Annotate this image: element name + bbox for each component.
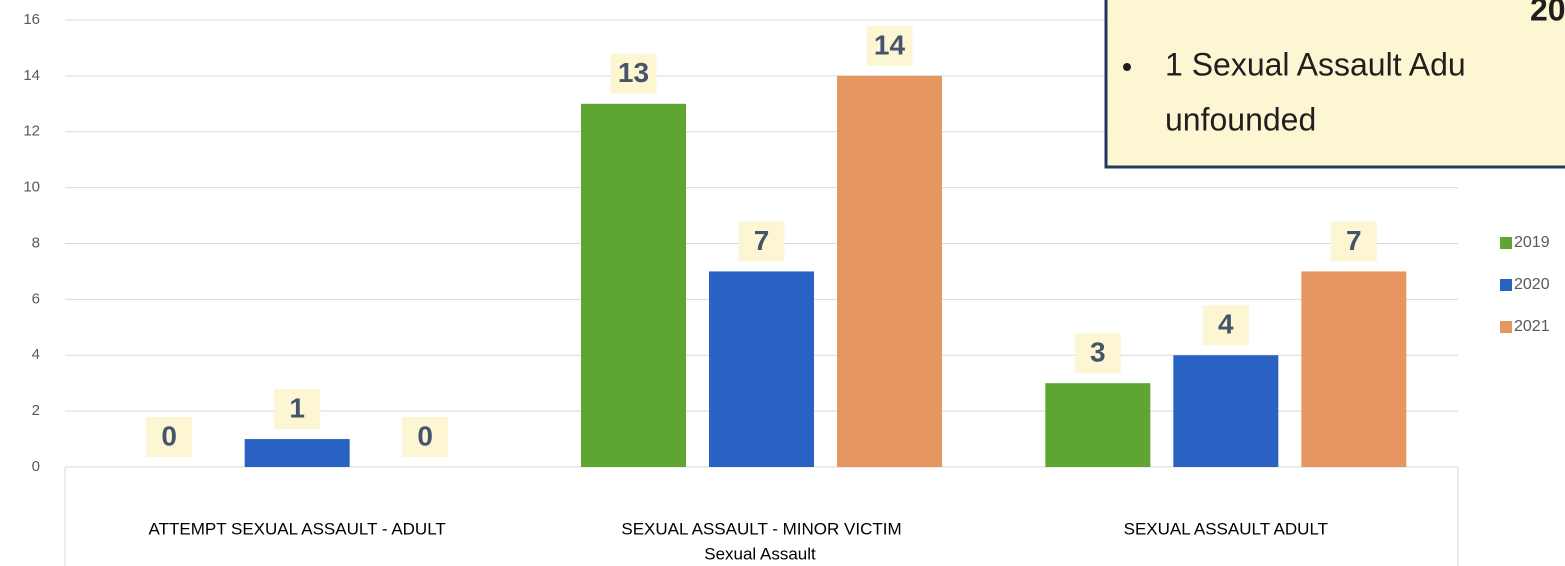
data-label-bg <box>402 417 449 457</box>
legend-swatch <box>1500 237 1512 249</box>
bar <box>1045 383 1151 467</box>
annotation-heading: 20 <box>1530 0 1565 27</box>
bar <box>1301 271 1407 467</box>
data-label: 13 <box>618 57 649 88</box>
bar <box>709 271 814 467</box>
data-label-bg <box>1074 333 1121 374</box>
data-label: 3 <box>1090 337 1106 368</box>
bar <box>244 439 350 467</box>
data-label: 14 <box>874 29 906 60</box>
y-tick-label: 8 <box>32 234 40 251</box>
y-tick-label: 14 <box>23 67 40 84</box>
data-label-bg <box>866 25 913 66</box>
x-tick-label: SEXUAL ASSAULT ADULT <box>1124 519 1328 538</box>
y-tick-label: 12 <box>23 123 40 140</box>
data-label: 1 <box>289 392 305 423</box>
annotation-box: 20 1 Sexual Assault Adu unfounded <box>1104 0 1565 169</box>
data-label: 0 <box>161 420 177 451</box>
y-tick-label: 10 <box>23 179 40 196</box>
y-tick-label: 2 <box>32 402 40 419</box>
data-label-bg <box>146 417 193 457</box>
annotation-text: 1 Sexual Assault Adu <box>1165 46 1466 82</box>
bar <box>837 75 942 467</box>
y-tick-label: 16 <box>23 11 40 28</box>
data-label: 4 <box>1218 309 1234 340</box>
data-label-bg <box>610 53 657 94</box>
x-tick-label: ATTEMPT SEXUAL ASSAULT - ADULT <box>149 519 446 538</box>
x-tick-label: SEXUAL ASSAULT - MINOR VICTIM <box>621 519 901 538</box>
legend-label: 2020 <box>1514 276 1550 293</box>
legend-label: 2019 <box>1514 234 1550 251</box>
data-label-bg <box>738 221 785 262</box>
data-label-bg <box>1330 221 1377 262</box>
legend-label: 2021 <box>1514 318 1550 335</box>
legend-swatch <box>1500 321 1512 333</box>
data-label-bg <box>1202 305 1249 346</box>
x-axis-title: Sexual Assault <box>704 544 816 563</box>
data-label: 0 <box>417 420 433 451</box>
bullet <box>1123 63 1131 71</box>
legend-swatch <box>1500 279 1512 291</box>
data-label: 7 <box>754 225 770 256</box>
bar <box>1173 355 1279 467</box>
bar <box>581 103 686 467</box>
data-label: 7 <box>1346 225 1362 256</box>
annotation-frame <box>1104 0 1565 169</box>
y-tick-label: 0 <box>32 458 40 475</box>
data-label-bg <box>274 389 321 430</box>
y-tick-label: 6 <box>32 290 40 307</box>
annotation-text: unfounded <box>1165 101 1316 137</box>
y-tick-label: 4 <box>32 346 40 363</box>
